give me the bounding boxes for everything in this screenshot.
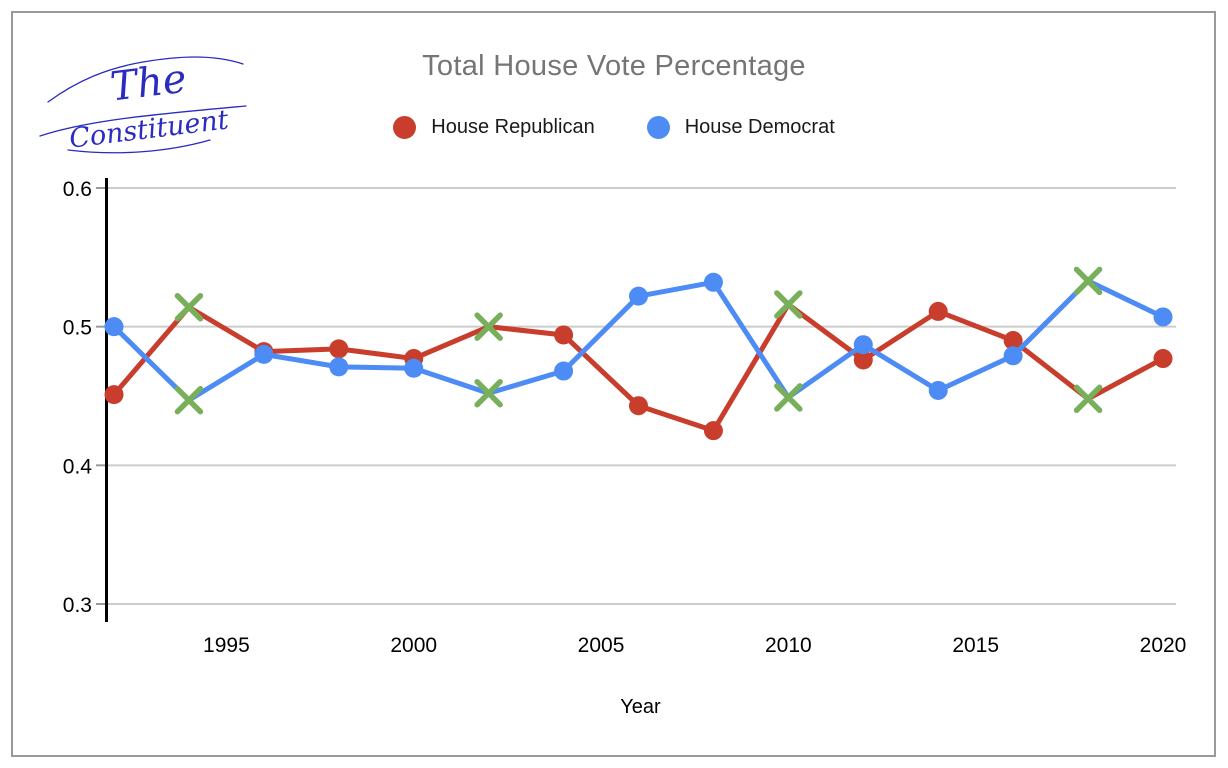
- highlight-x-marker-icon: [174, 293, 204, 322]
- data-point: [554, 361, 574, 381]
- data-point: [853, 350, 873, 370]
- logo-flourish-top: [47, 56, 244, 103]
- data-point: [1003, 346, 1023, 366]
- legend-item-house-republican: House Republican: [393, 115, 595, 139]
- data-point: [104, 317, 124, 337]
- y-gridlines: 0.6 0.5 0.4 0.3: [63, 178, 1176, 617]
- x-tick-label: 2020: [1140, 634, 1187, 657]
- data-point: [554, 325, 574, 345]
- chart-legend: House Republican House Democrat: [0, 112, 1228, 142]
- highlight-x-markers: [174, 266, 1103, 415]
- data-point: [703, 272, 723, 292]
- series-house-republican: [104, 301, 1173, 441]
- legend-marker-republican-icon: [393, 115, 417, 139]
- highlight-x-marker-icon: [474, 378, 503, 408]
- x-tick-label: 2010: [765, 634, 812, 657]
- y-tick-label: 0.3: [63, 594, 92, 617]
- highlight-x-marker-icon: [174, 385, 204, 415]
- highlight-x-marker-icon: [1073, 266, 1103, 296]
- x-axis-title: Year: [620, 696, 661, 718]
- y-tick-label: 0.4: [63, 455, 93, 478]
- x-tick-label: 2000: [390, 634, 437, 657]
- highlight-x-marker-icon: [1073, 384, 1103, 414]
- highlight-x-marker-icon: [474, 312, 503, 341]
- data-point: [404, 358, 424, 378]
- highlight-x-marker-icon: [774, 383, 803, 412]
- logo-signature: The Constituent: [39, 56, 247, 155]
- x-tick-label: 1995: [203, 634, 250, 657]
- x-axis-labels: 1995 2000 2005 2010 2015 2020 Year: [203, 634, 1186, 718]
- chart-title: Total House Vote Percentage: [422, 50, 806, 82]
- y-tick-label: 0.5: [63, 317, 92, 340]
- data-point: [1003, 331, 1023, 351]
- data-point: [329, 339, 349, 359]
- logo: The Constituent: [38, 40, 248, 158]
- highlight-x-marker-icon: [774, 290, 803, 319]
- legend-marker-democrat-icon: [646, 115, 670, 139]
- x-tick-label: 2005: [578, 634, 625, 657]
- data-point: [928, 301, 948, 321]
- logo-text-the: The: [108, 56, 189, 111]
- data-point: [254, 344, 274, 364]
- data-point: [1153, 307, 1173, 327]
- data-point: [928, 380, 948, 400]
- logo-flourish-bottom: [67, 139, 211, 154]
- legend-label-democrat: House Democrat: [684, 115, 835, 138]
- data-point: [629, 396, 648, 416]
- y-tick-label: 0.6: [63, 178, 92, 201]
- legend-label-republican: House Republican: [431, 115, 595, 138]
- data-point: [1153, 349, 1173, 369]
- x-tick-label: 2015: [952, 634, 999, 657]
- data-point: [329, 357, 349, 377]
- data-point: [104, 385, 124, 405]
- data-point: [853, 335, 873, 355]
- legend-item-house-democrat: House Democrat: [646, 115, 835, 139]
- series-house-democrat: [104, 272, 1173, 403]
- logo-flourish-middle: [39, 105, 247, 137]
- data-point: [629, 286, 648, 306]
- data-point: [703, 421, 723, 441]
